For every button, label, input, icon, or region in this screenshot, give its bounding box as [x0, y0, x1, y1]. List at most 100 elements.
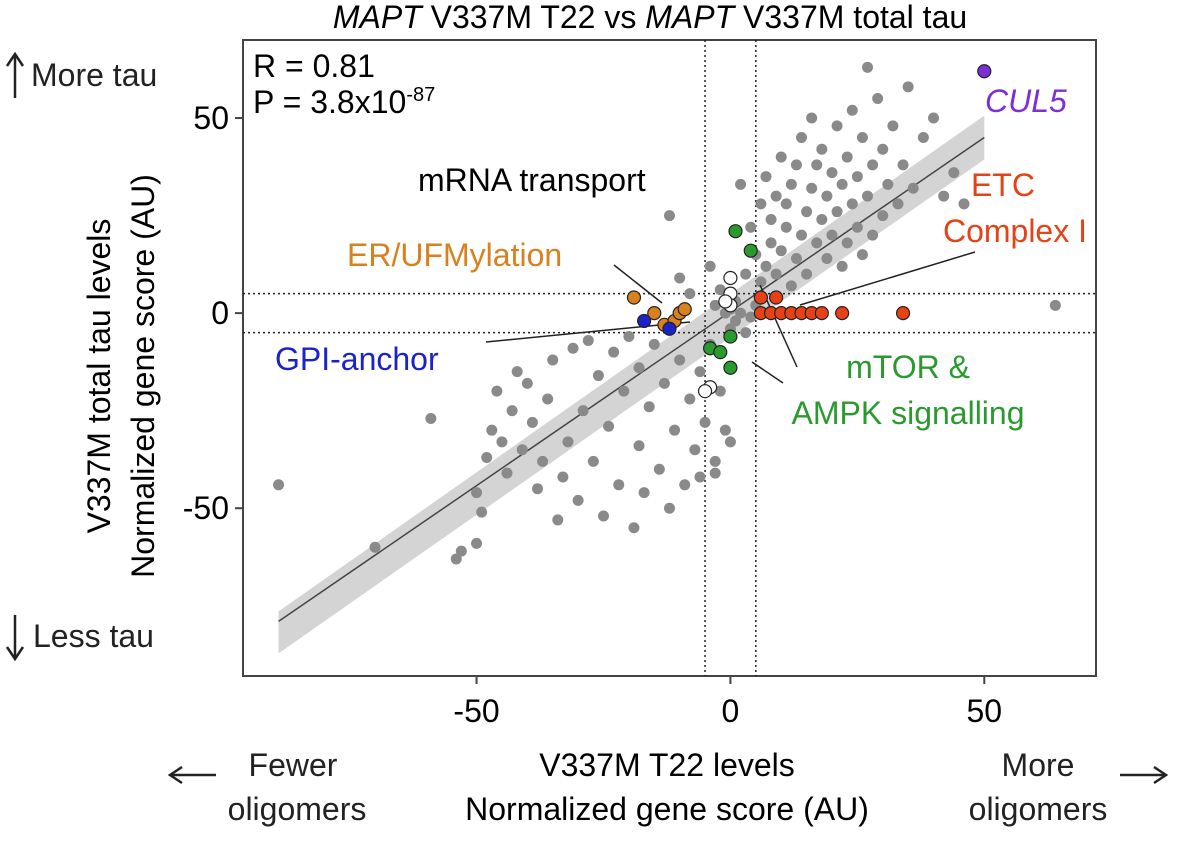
x-tick-label: 50 [967, 693, 1003, 729]
gene-point [694, 471, 706, 483]
gene-point [684, 393, 696, 405]
annotation-etc-line1: ETC [971, 167, 1035, 203]
gene-point [521, 377, 533, 389]
gene-point [780, 221, 792, 233]
point-cul5 [977, 64, 992, 79]
gene-point [816, 143, 828, 155]
point-er-ufmylation [647, 306, 662, 321]
gene-point [491, 385, 503, 397]
gene-point [785, 178, 797, 190]
y-tick-label: 50 [193, 100, 229, 136]
gene-point [740, 268, 752, 280]
gene-point [760, 260, 772, 272]
point-mrna-transport [697, 384, 713, 399]
gene-point [603, 420, 615, 432]
gene-point [831, 206, 843, 218]
title-gene-1: MAPT [333, 0, 424, 35]
gene-point [496, 436, 508, 448]
annotation-mtor-line2: AMPK signalling [792, 395, 1025, 431]
gene-point [872, 93, 884, 105]
gene-point [455, 545, 467, 557]
side-label-more-oligomers: oligomers [969, 791, 1108, 827]
gene-point [846, 198, 858, 210]
stat-r: R = 0.81 [253, 48, 375, 84]
gene-point [592, 370, 604, 382]
gene-point [471, 487, 483, 499]
gene-point [851, 221, 863, 233]
gene-point [664, 502, 675, 514]
leader-gpi [485, 321, 691, 343]
point-etc-complex-i [753, 290, 768, 305]
gene-point [1049, 299, 1061, 311]
gene-point [537, 455, 549, 467]
leader-etc [799, 251, 976, 306]
title-text-2: V337M total tau [734, 0, 967, 35]
point-gpi-anchor [637, 313, 652, 329]
x-tick-label: 0 [722, 693, 740, 729]
gene-point [877, 143, 889, 155]
gene-point [628, 522, 640, 534]
gene-point [669, 424, 681, 436]
gene-point [780, 198, 792, 210]
gene-point [674, 272, 686, 284]
gene-point [425, 412, 437, 424]
point-mtor-ampk-signalling [723, 360, 738, 375]
gene-point [892, 198, 904, 210]
gene-point [674, 354, 686, 366]
gene-point [887, 120, 899, 132]
gene-point [836, 178, 848, 190]
gene-point [790, 253, 802, 265]
stat-p-exponent: -87 [406, 84, 435, 106]
point-etc-complex-i [835, 306, 850, 321]
gene-point [471, 537, 483, 549]
gene-point [811, 237, 823, 249]
gene-point [851, 171, 863, 183]
gene-point [796, 229, 808, 241]
chart-title: MAPT V337M T22 vs MAPT V337M total tau [333, 0, 967, 35]
gene-point [709, 467, 721, 479]
side-label-more: More [1002, 747, 1075, 783]
gene-point [582, 334, 594, 346]
gene-point [714, 284, 726, 296]
point-mtor-ampk-signalling [728, 224, 743, 239]
gene-point [765, 237, 777, 249]
point-er-ufmylation [626, 290, 642, 305]
side-label-more-tau: More tau [31, 57, 157, 93]
gene-point [938, 190, 950, 202]
gene-point [775, 245, 787, 257]
gene-point [877, 210, 889, 222]
gene-point [790, 159, 802, 171]
gene-point [719, 424, 731, 436]
gene-point [816, 213, 828, 225]
gene-point [740, 327, 752, 339]
gene-point [755, 276, 767, 288]
gene-point [633, 440, 645, 452]
gene-point [542, 393, 554, 405]
gene-point [917, 132, 929, 144]
y-tick-label: -50 [183, 490, 229, 526]
point-er-ufmylation [677, 302, 692, 317]
gene-point [699, 416, 711, 428]
point-etc-complex-i [814, 306, 829, 321]
gene-point [801, 206, 813, 218]
gene-point [806, 182, 818, 194]
right-arrow-icon [1120, 765, 1169, 785]
gene-point [735, 178, 747, 190]
gene-point [831, 120, 843, 132]
gene-point [745, 221, 757, 233]
gene-point [811, 159, 823, 171]
gene-point [486, 424, 498, 436]
gene-point [658, 377, 670, 389]
gene-point [709, 455, 721, 467]
gene-point [928, 112, 940, 124]
point-etc-complex-i [769, 290, 784, 305]
left-arrow-icon [167, 765, 216, 785]
gene-point [653, 463, 665, 475]
gene-point [476, 506, 488, 518]
stat-p: P = 3.8x10-87 [253, 84, 435, 120]
confidence-band [278, 115, 985, 654]
gene-point [862, 61, 874, 73]
gene-point [704, 260, 716, 272]
gene-point [643, 401, 655, 413]
gene-point [450, 553, 462, 565]
